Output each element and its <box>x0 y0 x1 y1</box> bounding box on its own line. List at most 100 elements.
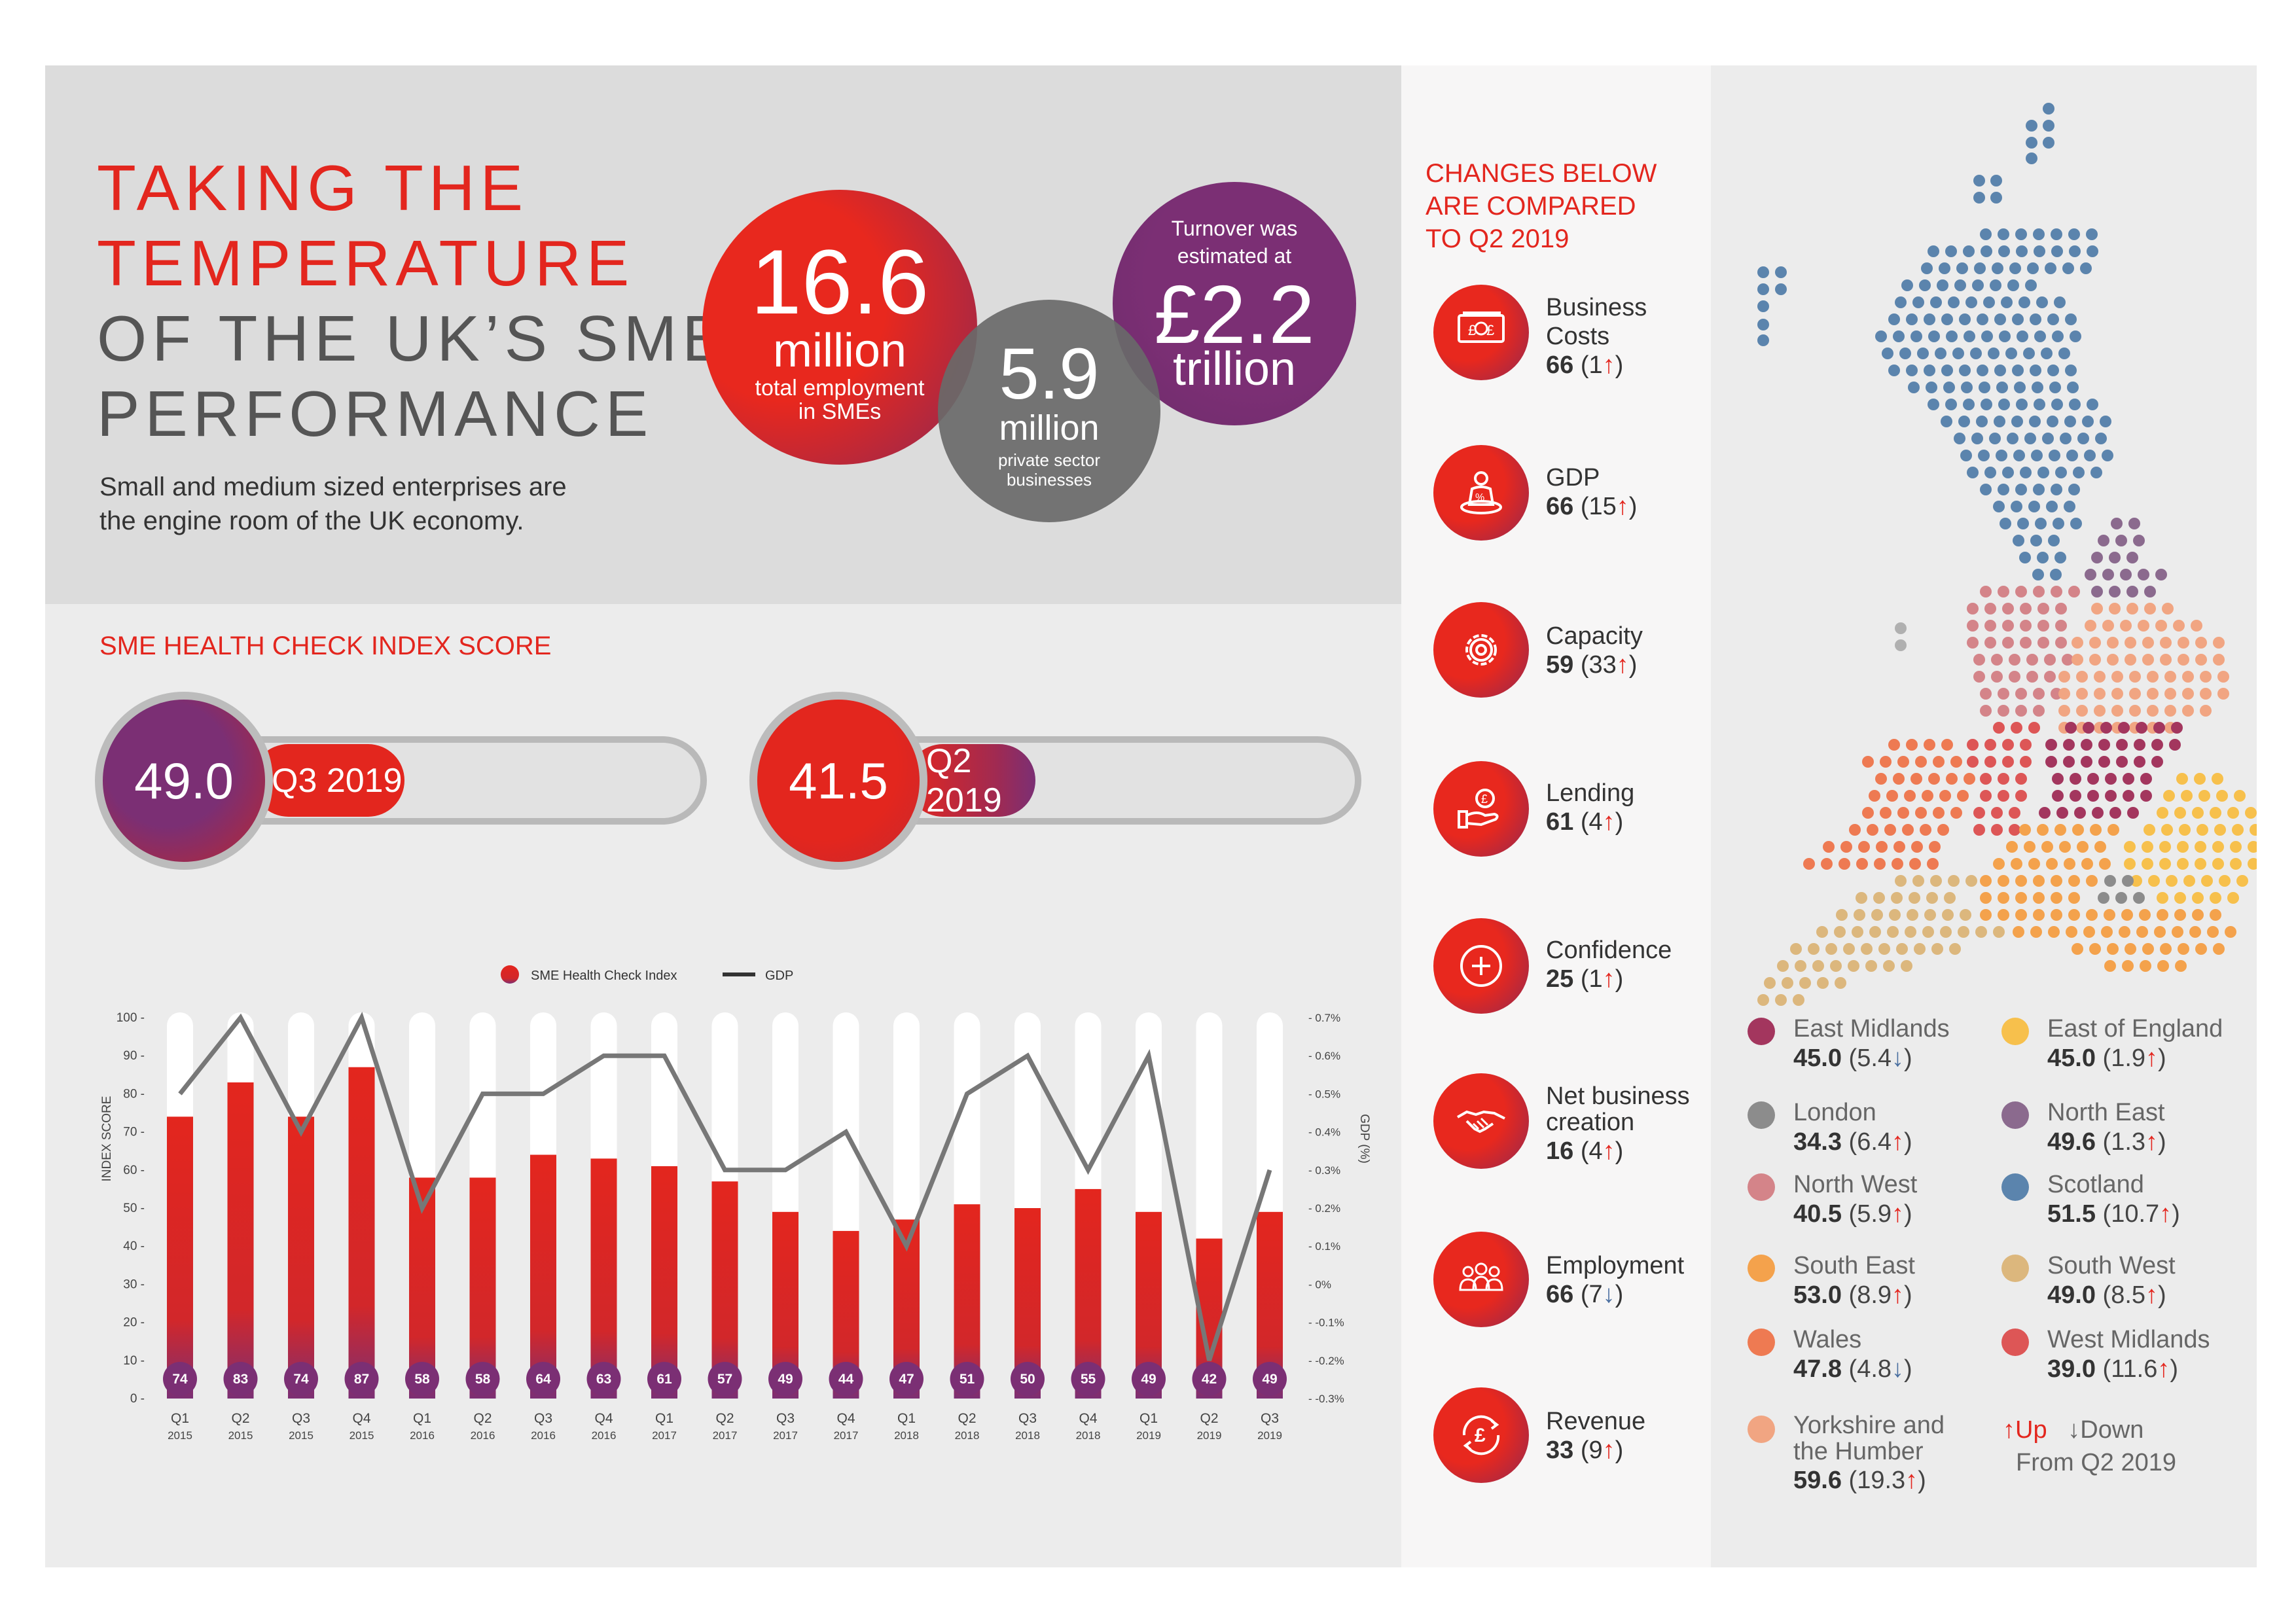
map-dot <box>1981 330 1993 342</box>
map-dot <box>2052 773 2064 785</box>
map-dot <box>1976 416 1988 427</box>
map-dot <box>1994 416 2005 427</box>
x-tick-label: 2018 <box>955 1429 980 1442</box>
map-dot <box>2058 348 2070 359</box>
map-dot <box>2026 120 2037 132</box>
map-dot <box>2098 739 2110 751</box>
map-dot <box>2020 603 2032 615</box>
map-dot <box>2151 756 2163 768</box>
map-dot <box>2104 960 2116 972</box>
bar-value-label: 42 <box>1202 1372 1217 1387</box>
map-dot <box>2094 705 2106 717</box>
map-dot <box>1998 909 2009 921</box>
map-dot <box>2230 841 2242 853</box>
map-dot <box>1990 279 2001 291</box>
map-dot <box>1992 262 2003 274</box>
bar-value-label: 47 <box>899 1372 914 1387</box>
change-delta: 4 <box>1588 808 1603 836</box>
map-dot <box>1930 875 1942 887</box>
gdp-person-icon: % <box>1433 445 1529 541</box>
map-dot <box>1914 943 1926 955</box>
map-dot <box>1991 807 2003 819</box>
map-dot <box>2002 620 2014 632</box>
map-dot <box>2210 807 2221 819</box>
map-dot <box>2173 620 2185 632</box>
map-dot <box>2059 841 2071 853</box>
map-dot <box>1907 909 1918 921</box>
bar-value-label: 49 <box>1262 1372 1277 1387</box>
region-value: 45.0 (1.9↑) <box>2047 1044 2166 1072</box>
map-dot <box>2073 467 2085 478</box>
bar-value-label: 49 <box>778 1372 793 1387</box>
map-dot <box>2195 637 2207 649</box>
map-dot <box>1941 365 1953 376</box>
x-tick-label: Q3 <box>1261 1411 1279 1426</box>
map-dot <box>2063 739 2075 751</box>
bar <box>167 1116 193 1399</box>
map-dot <box>2111 705 2123 717</box>
x-tick-label: Q1 <box>171 1411 189 1426</box>
map-dot <box>2049 450 2060 461</box>
y-tick-label: 60 - <box>123 1164 145 1177</box>
map-dot <box>1991 671 2003 683</box>
y-tick-label: 10 - <box>123 1354 145 1368</box>
map-dot <box>2105 790 2117 802</box>
change-arrow: ↑ <box>1602 808 1615 836</box>
map-dot <box>2051 892 2062 904</box>
map-dot <box>2171 722 2183 734</box>
map-dot <box>2055 620 2067 632</box>
map-dot <box>2083 722 2094 734</box>
map-dot <box>2144 586 2156 597</box>
svg-text:%: % <box>1475 492 1484 503</box>
change-name: GDP <box>1546 464 1600 491</box>
chart-legend: SME Health Check Index GDP <box>501 965 793 984</box>
map-dot <box>1793 994 1804 1006</box>
map-dot <box>1999 330 2011 342</box>
map-dot <box>2200 671 2212 683</box>
map-dot <box>2068 909 2080 921</box>
map-dot <box>1895 622 1907 634</box>
map-dot <box>1852 926 1863 938</box>
map-dot <box>2041 841 2053 853</box>
map-dot <box>1944 892 1956 904</box>
x-tick-label: 2018 <box>894 1429 919 1442</box>
map-dot <box>1950 756 1962 768</box>
gdp-line <box>178 1011 1272 1361</box>
change-name: Business <box>1546 294 1647 321</box>
x-tick-label: Q2 <box>1200 1411 1218 1426</box>
change-value: 16 <box>1546 1137 1574 1165</box>
map-dot <box>2087 790 2099 802</box>
region-name: South West <box>2047 1252 2176 1279</box>
map-dot <box>1983 296 1995 308</box>
bar-value-label: 55 <box>1081 1372 1096 1387</box>
map-dot <box>1910 773 1922 785</box>
map-dot <box>2016 399 2028 410</box>
map-dot <box>2138 569 2149 580</box>
legend-label: SME Health Check Index <box>531 969 677 983</box>
map-dot <box>2076 705 2088 717</box>
map-dot <box>1887 926 1899 938</box>
map-dot <box>2142 943 2154 955</box>
bar-value-label: 50 <box>1020 1372 1035 1387</box>
change-name: Costs <box>1546 323 1610 350</box>
map-dot <box>1862 807 1874 819</box>
map-dot <box>1915 756 1927 768</box>
map-dot <box>2248 858 2257 870</box>
map-dot <box>1993 926 2005 938</box>
x-tick-label: 2016 <box>592 1429 617 1442</box>
map-dot <box>2070 330 2081 342</box>
change-item-employment: Employment 66 (7↓) <box>1546 1252 1685 1308</box>
employment-value: 16.6 <box>750 230 929 333</box>
map-dot <box>1998 245 2010 257</box>
map-dot <box>2125 637 2136 649</box>
change-item-business-costs: Business Costs 66 (1↑) <box>1546 294 1647 379</box>
map-dot <box>2133 892 2145 904</box>
map-dot <box>1998 586 2009 597</box>
x-tick-label: 2016 <box>471 1429 495 1442</box>
map-dot <box>2116 756 2128 768</box>
map-dot <box>1757 283 1769 295</box>
map-dot <box>2217 671 2229 683</box>
bar-value-label: 49 <box>1141 1372 1156 1387</box>
map-dot <box>2055 637 2067 649</box>
map-dot <box>1906 739 1918 751</box>
